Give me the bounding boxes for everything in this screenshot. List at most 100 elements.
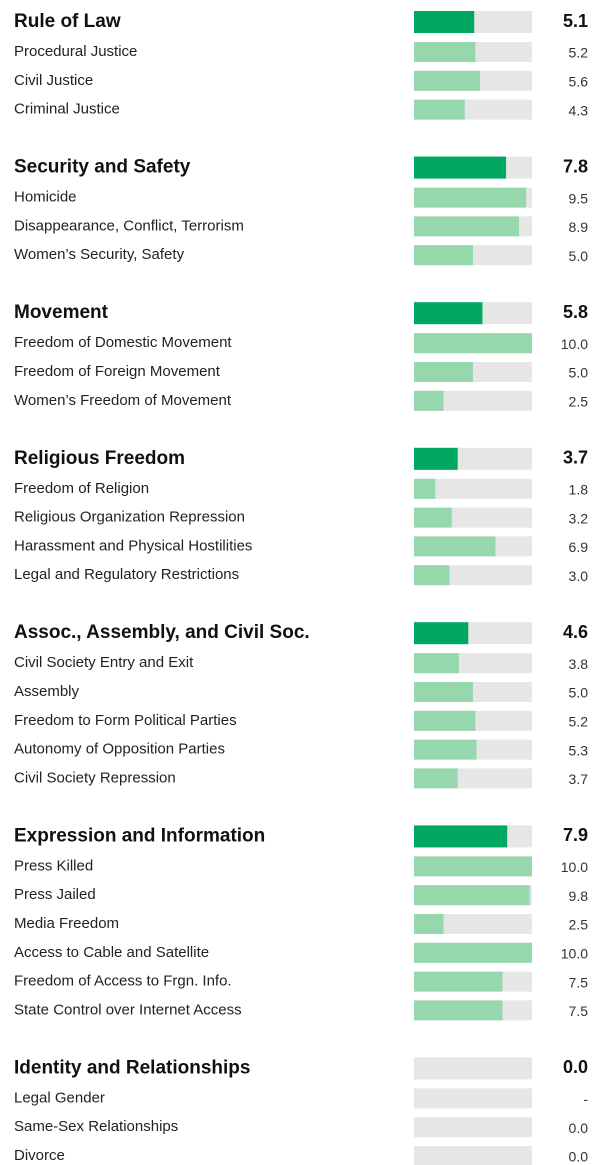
item-label: State Control over Internet Access [14, 1001, 242, 1018]
bar-track [414, 1057, 532, 1080]
item-label: Access to Cable and Satellite [14, 944, 209, 961]
section-score: 3.7 [563, 448, 588, 468]
item-label: Assembly [14, 683, 80, 700]
section-title: Identity and Relationships [14, 1057, 250, 1078]
item-label: Divorce [14, 1147, 65, 1164]
item-score: 5.6 [569, 74, 589, 90]
item-label: Legal Gender [14, 1089, 105, 1106]
item-score: 5.2 [569, 45, 589, 61]
section-score: 5.8 [563, 302, 588, 322]
item-label: Civil Justice [14, 72, 93, 89]
item-score: 7.5 [569, 1003, 589, 1019]
item-score: - [583, 1091, 588, 1107]
item-score: 5.0 [569, 248, 589, 264]
item-score: 9.8 [569, 888, 589, 904]
item-label: Freedom of Religion [14, 480, 149, 497]
item-bar [414, 507, 452, 528]
item-score: 10.0 [561, 336, 588, 352]
item-bar [414, 942, 532, 963]
item-label: Freedom to Form Political Parties [14, 712, 237, 729]
item-bar [414, 390, 444, 411]
item-bar [414, 739, 477, 760]
item-score: 6.9 [569, 539, 589, 555]
item-bar [414, 565, 450, 586]
section-score: 7.9 [563, 825, 588, 845]
item-score: 3.0 [569, 568, 589, 584]
item-label: Same-Sex Relationships [14, 1118, 178, 1135]
item-score: 7.5 [569, 974, 589, 990]
item-label: Freedom of Access to Frgn. Info. [14, 973, 232, 990]
item-bar [414, 682, 473, 702]
item-score: 2.5 [569, 917, 589, 933]
bar-track [414, 1088, 532, 1109]
item-bar [414, 99, 465, 120]
item-bar [414, 536, 496, 557]
item-label: Freedom of Domestic Movement [14, 334, 232, 351]
item-score: 10.0 [561, 946, 588, 962]
item-bar [414, 333, 532, 354]
item-label: Homicide [14, 189, 77, 206]
section-title: Rule of Law [14, 11, 121, 32]
section-title: Expression and Information [14, 825, 265, 846]
item-score: 3.7 [569, 771, 589, 787]
item-bar [414, 710, 476, 731]
item-bar [414, 653, 459, 674]
item-label: Legal and Regulatory Restrictions [14, 566, 239, 583]
section-score: 5.1 [563, 11, 588, 31]
item-bar [414, 245, 473, 266]
section-bar [414, 302, 483, 325]
item-label: Press Killed [14, 857, 93, 874]
item-bar [414, 478, 436, 499]
item-bar [414, 216, 520, 237]
section-title: Security and Safety [14, 157, 191, 178]
item-label: Civil Society Repression [14, 769, 176, 786]
section-bar [414, 825, 508, 848]
item-score: 5.0 [569, 685, 589, 701]
item-score: 5.2 [569, 714, 589, 730]
section-bar [414, 156, 507, 179]
item-score: 1.8 [569, 482, 589, 498]
item-score: 2.5 [569, 394, 589, 410]
item-label: Women’s Freedom of Movement [14, 392, 232, 409]
item-bar [414, 187, 527, 208]
bar-track [414, 1117, 532, 1138]
item-bar [414, 70, 481, 91]
item-score: 0.0 [569, 1120, 589, 1136]
item-bar [414, 768, 458, 789]
item-label: Autonomy of Opposition Parties [14, 741, 225, 758]
section-bar [414, 622, 469, 645]
item-label: Freedom of Foreign Movement [14, 363, 221, 380]
item-score: 3.8 [569, 656, 589, 672]
bar-track [414, 1146, 532, 1165]
item-label: Harassment and Physical Hostilities [14, 537, 252, 554]
item-score: 5.3 [569, 742, 589, 758]
bar-track [414, 478, 532, 499]
item-score: 0.0 [569, 1149, 589, 1165]
section-bar [414, 11, 475, 33]
section-title: Assoc., Assembly, and Civil Soc. [14, 622, 310, 643]
section-title: Religious Freedom [14, 448, 185, 469]
item-bar [414, 971, 503, 992]
item-label: Civil Society Entry and Exit [14, 654, 194, 671]
item-bar [414, 1000, 503, 1021]
item-bar [414, 362, 473, 382]
section-score: 0.0 [563, 1057, 588, 1077]
item-label: Disappearance, Conflict, Terrorism [14, 217, 244, 234]
item-label: Criminal Justice [14, 101, 120, 118]
item-label: Religious Organization Repression [14, 509, 245, 526]
section-bar [414, 447, 458, 470]
item-bar [414, 42, 476, 62]
section-score: 4.6 [563, 622, 588, 642]
item-bar [414, 885, 530, 906]
section-title: Movement [14, 302, 109, 323]
item-score: 4.3 [569, 102, 589, 118]
item-score: 8.9 [569, 219, 589, 235]
item-score: 3.2 [569, 510, 589, 526]
section-score: 7.8 [563, 156, 588, 176]
item-label: Women’s Security, Safety [14, 246, 185, 263]
item-score: 10.0 [561, 859, 588, 875]
item-label: Media Freedom [14, 915, 119, 932]
item-score: 9.5 [569, 190, 589, 206]
item-bar [414, 856, 532, 877]
